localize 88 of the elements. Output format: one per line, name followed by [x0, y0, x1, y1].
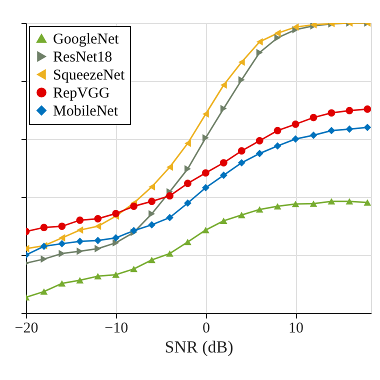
point — [94, 244, 102, 252]
x-tick-label: 0 — [202, 320, 210, 336]
point — [58, 234, 66, 242]
point — [58, 280, 66, 287]
point — [202, 226, 210, 234]
point — [364, 199, 371, 206]
point — [310, 114, 318, 122]
point — [148, 183, 155, 191]
legend-label: RepVGG — [53, 86, 110, 102]
point — [220, 81, 227, 89]
point — [310, 200, 318, 207]
legend-label: MobileNet — [53, 104, 119, 120]
point — [40, 288, 48, 295]
point — [220, 104, 227, 112]
point — [184, 199, 192, 207]
legend-label: GoogleNet — [53, 32, 120, 48]
point — [238, 76, 245, 84]
point — [166, 250, 174, 257]
point — [130, 266, 138, 272]
point — [328, 198, 336, 205]
point — [274, 142, 282, 150]
point — [94, 272, 102, 280]
legend-label: SqueezeNet — [53, 68, 126, 84]
point — [274, 126, 282, 134]
point — [346, 198, 354, 205]
point — [58, 222, 66, 230]
point — [166, 163, 173, 171]
point — [292, 200, 300, 208]
point — [274, 34, 281, 42]
point — [40, 224, 48, 232]
point — [328, 126, 336, 134]
point — [346, 125, 354, 133]
point — [112, 210, 120, 218]
point — [202, 134, 209, 142]
point — [76, 238, 84, 246]
point — [40, 255, 48, 263]
point — [292, 23, 299, 31]
point — [184, 140, 191, 148]
point — [166, 214, 174, 222]
point — [220, 172, 228, 179]
x-tick-label: 10 — [288, 320, 304, 336]
point — [148, 210, 155, 218]
point — [76, 277, 84, 284]
point — [364, 105, 371, 113]
point — [202, 169, 210, 177]
x-axis-title: SNR (dB) — [164, 338, 234, 356]
point — [130, 202, 138, 210]
point — [184, 180, 192, 188]
point — [76, 226, 84, 234]
point — [238, 147, 246, 155]
x-tick-label: −10 — [104, 320, 128, 336]
point — [256, 206, 264, 213]
point — [328, 109, 336, 117]
point — [274, 203, 282, 210]
point — [256, 48, 263, 56]
point — [256, 150, 264, 158]
x-tick-label: −20 — [14, 320, 38, 336]
point — [58, 240, 66, 248]
point — [112, 234, 120, 242]
point — [274, 29, 281, 37]
point — [148, 198, 156, 206]
point — [166, 192, 174, 200]
point — [148, 221, 156, 229]
point — [112, 272, 120, 278]
point — [256, 38, 263, 46]
legend-label: ResNet18 — [53, 50, 112, 66]
point — [76, 248, 84, 255]
point — [220, 159, 228, 166]
point — [184, 165, 191, 173]
point — [292, 120, 300, 128]
point — [238, 58, 245, 66]
point — [238, 159, 246, 166]
point — [292, 135, 300, 143]
point — [94, 222, 102, 230]
point — [94, 236, 102, 244]
point — [94, 215, 102, 222]
point — [112, 239, 120, 247]
point — [364, 124, 371, 132]
point — [202, 110, 209, 118]
point — [202, 184, 210, 192]
point — [58, 250, 66, 258]
point — [148, 256, 156, 264]
point — [184, 238, 192, 246]
point — [256, 137, 264, 144]
point — [76, 216, 84, 224]
point — [346, 106, 354, 114]
point — [220, 218, 228, 224]
point — [238, 212, 246, 218]
